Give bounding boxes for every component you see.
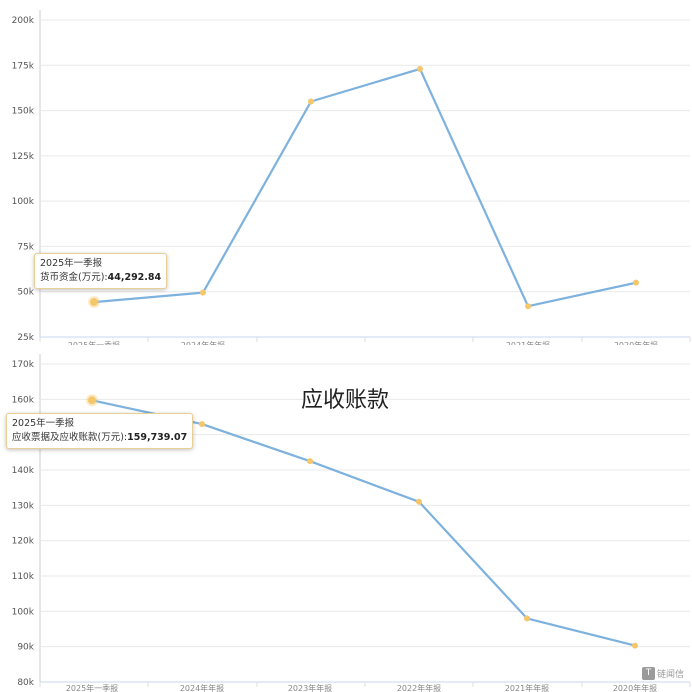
cash-y-tick-label: 125k [12, 152, 35, 162]
receivables-y-tick-label: 120k [12, 537, 35, 547]
receivables-data-point[interactable] [307, 458, 313, 465]
receivables-data-point[interactable] [88, 396, 96, 405]
receivables-x-tick-label: 2020年年报 [613, 683, 657, 692]
receivables-data-point[interactable] [416, 498, 422, 505]
watermark-logo: T 链闻信 [642, 664, 684, 682]
cash-data-point[interactable] [633, 279, 639, 286]
cash-data-point[interactable] [308, 98, 314, 105]
cash-data-point[interactable] [90, 298, 98, 307]
cash-tooltip-label: 货币资金(万元): [40, 272, 108, 283]
cash-data-point[interactable] [417, 65, 423, 72]
receivables-tooltip-value: 159,739.07 [127, 432, 188, 443]
cash-tooltip-value: 44,292.84 [107, 272, 162, 283]
receivables-data-point[interactable] [199, 421, 205, 428]
receivables-data-point[interactable] [632, 642, 638, 649]
cash-x-tick-label: 2024年年报 [181, 340, 225, 345]
receivables-x-tick-label: 2025年一季报 [66, 683, 118, 692]
receivables-line-chart: 80k90k100k110k120k130k140k150k160k170k20… [12, 354, 691, 692]
receivables-y-tick-label: 160k [12, 395, 35, 405]
receivables-y-tick-label: 100k [12, 607, 35, 617]
cash-data-point[interactable] [525, 303, 531, 310]
receivables-y-tick-label: 90k [17, 643, 34, 653]
receivables-tooltip-label: 应收票据及应收账款(万元): [12, 432, 128, 443]
cash-series-line [93, 67, 637, 308]
cash-y-tick-label: 150k [12, 107, 35, 117]
cash-y-tick-label: 100k [12, 197, 35, 207]
cash-x-tick-label: 2021年年报 [506, 340, 550, 345]
receivables-y-tick-label: 80k [17, 678, 34, 688]
cash-tooltip: 2025年一季报 货币资金(万元):44,292.84 [34, 253, 168, 289]
cash-data-point[interactable] [200, 289, 206, 296]
receivables-x-tick-label: 2022年年报 [397, 683, 441, 692]
receivables-y-tick-label: 110k [12, 572, 35, 582]
cash-tooltip-period: 2025年一季报 [40, 258, 103, 269]
receivables-x-tick-label: 2023年年报 [288, 683, 332, 692]
receivables-data-point[interactable] [524, 615, 530, 622]
cash-line-chart: 25k50k75k100k125k150k175k200k2025年一季报202… [12, 10, 691, 345]
receivables-x-tick-label: 2021年年报 [505, 683, 549, 692]
cash-x-tick-label: 2025年一季报 [68, 340, 120, 345]
cash-y-tick-label: 75k [17, 242, 34, 252]
receivables-x-tick-label: 2024年年报 [180, 683, 224, 692]
receivables-tooltip: 2025年一季报 应收票据及应收账款(万元):159,739.07 [6, 413, 194, 449]
receivables-y-tick-label: 130k [12, 501, 35, 511]
cash-y-tick-label: 50k [17, 288, 34, 298]
receivables-chart-title: 应收账款 [301, 388, 389, 413]
receivables-y-tick-label: 170k [12, 360, 35, 370]
receivables-y-tick-label: 140k [12, 466, 35, 476]
cash-y-tick-label: 25k [17, 333, 34, 343]
cash-y-tick-label: 200k [12, 16, 35, 26]
cash-y-tick-label: 175k [12, 61, 35, 71]
receivables-tooltip-period: 2025年一季报 [12, 418, 75, 429]
watermark-icon: T [642, 666, 655, 680]
watermark-text: 链闻信 [657, 669, 685, 680]
cash-x-tick-label: 2020年年报 [614, 340, 658, 345]
